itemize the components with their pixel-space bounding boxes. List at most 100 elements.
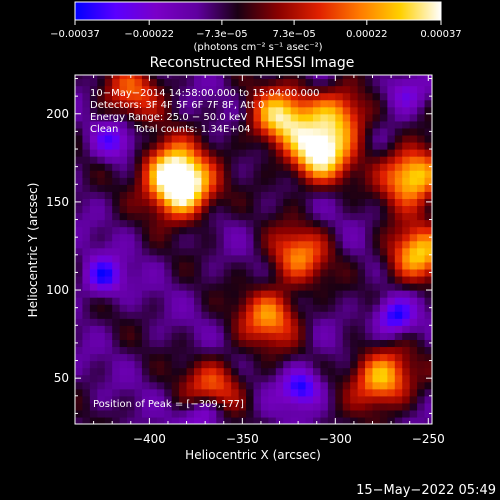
heatmap-cell — [97, 177, 106, 185]
heatmap-cell — [290, 353, 299, 362]
heatmap-cell — [208, 374, 217, 383]
heatmap-cell — [327, 212, 336, 221]
heatmap-cell — [298, 75, 307, 80]
heatmap-cell — [238, 332, 247, 340]
heatmap-cell — [179, 170, 188, 178]
heatmap-cell — [216, 198, 225, 207]
heatmap-cell — [75, 134, 84, 143]
heatmap-cell — [238, 212, 247, 221]
heatmap-cell — [290, 163, 299, 171]
heatmap-cell — [171, 339, 180, 348]
heatmap-cell — [223, 367, 232, 376]
heatmap-cell — [156, 141, 165, 150]
heatmap-cell — [283, 106, 292, 115]
annotation-clean-counts: Clean Total counts: 1.34E+04 — [90, 124, 250, 135]
heatmap-cell — [208, 297, 217, 305]
heatmap-cell — [335, 374, 344, 383]
heatmap-cell — [246, 360, 255, 369]
heatmap-cell — [335, 297, 344, 305]
heatmap-cell — [141, 381, 150, 390]
heatmap-cell — [127, 388, 136, 397]
heatmap-cell — [260, 374, 269, 383]
heatmap-cell — [335, 99, 344, 108]
heatmap-cell — [201, 374, 210, 383]
heatmap-cell — [127, 106, 136, 115]
heatmap-cell — [97, 268, 106, 277]
heatmap-cell — [208, 75, 217, 80]
heatmap-cell — [246, 149, 255, 157]
heatmap-cell — [260, 268, 269, 277]
heatmap-cell — [104, 325, 113, 333]
heatmap-cell — [260, 409, 269, 418]
heatmap-cell — [298, 332, 307, 340]
heatmap-cell — [357, 416, 366, 424]
heatmap-cell — [238, 297, 247, 305]
heatmap-cell — [141, 75, 150, 80]
heatmap-cell — [387, 290, 396, 298]
heatmap-cell — [253, 106, 262, 115]
heatmap-cell — [82, 75, 91, 80]
heatmap-cell — [134, 346, 143, 355]
heatmap-cell — [238, 290, 247, 298]
heatmap-cell — [201, 163, 210, 171]
heatmap-cell — [305, 275, 314, 284]
heatmap-cell — [357, 311, 366, 319]
heatmap-cell — [141, 268, 150, 277]
heatmap-cell — [424, 85, 432, 94]
heatmap-cell — [409, 304, 418, 312]
heatmap-cell — [290, 268, 299, 277]
heatmap-cell — [268, 416, 277, 424]
heatmap-cell — [119, 367, 128, 376]
heatmap-cell — [134, 367, 143, 376]
heatmap-cell — [275, 113, 284, 122]
heatmap-cell — [394, 226, 403, 235]
heatmap-cell — [223, 353, 232, 362]
heatmap-cell — [372, 402, 381, 411]
heatmap-cell — [350, 318, 359, 326]
heatmap-cell — [201, 141, 210, 150]
heatmap-cell — [372, 120, 381, 129]
heatmap-cell — [75, 184, 84, 192]
heatmap-cell — [223, 226, 232, 235]
heatmap-cell — [342, 416, 351, 424]
heatmap-cell — [149, 367, 158, 376]
heatmap-cell — [82, 127, 91, 136]
heatmap-cell — [208, 92, 217, 101]
heatmap-cell — [298, 374, 307, 383]
heatmap-cell — [260, 290, 269, 298]
heatmap-cell — [424, 353, 432, 362]
heatmap-cell — [350, 113, 359, 122]
heatmap-cell — [313, 311, 322, 319]
heatmap-cell — [260, 240, 269, 249]
heatmap-cell — [372, 339, 381, 348]
heatmap-cell — [275, 106, 284, 115]
heatmap-cell — [112, 381, 121, 390]
heatmap-cell — [223, 416, 232, 424]
heatmap-cell — [89, 205, 98, 214]
heatmap-cell — [194, 381, 203, 390]
heatmap-cell — [253, 85, 262, 94]
heatmap-cell — [290, 409, 299, 418]
heatmap-cell — [290, 78, 299, 87]
heatmap-cell — [194, 275, 203, 284]
heatmap-cell — [283, 156, 292, 164]
heatmap-cell — [89, 184, 98, 192]
heatmap-cell — [253, 191, 262, 199]
heatmap-cell — [171, 184, 180, 192]
heatmap-cell — [305, 92, 314, 101]
heatmap-cell — [164, 254, 173, 263]
heatmap-cell — [156, 339, 165, 348]
heatmap-cell — [365, 402, 374, 411]
heatmap-cell — [75, 388, 84, 397]
heatmap-cell — [275, 92, 284, 101]
heatmap-cell — [75, 268, 84, 277]
heatmap-cell — [216, 92, 225, 101]
heatmap-cell — [208, 156, 217, 164]
heatmap-cell — [216, 240, 225, 249]
heatmap-cell — [216, 177, 225, 185]
heatmap-cell — [305, 374, 314, 383]
heatmap-cell — [156, 191, 165, 199]
heatmap-cell — [194, 219, 203, 228]
heatmap-cell — [402, 177, 411, 185]
heatmap-cell — [238, 304, 247, 312]
